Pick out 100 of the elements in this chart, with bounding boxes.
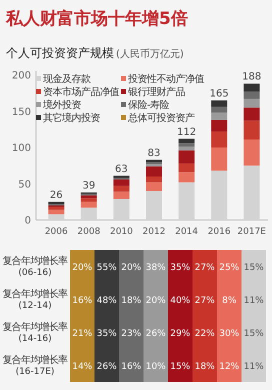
bar bbox=[80, 195, 97, 198]
data-label: 11% bbox=[244, 296, 264, 306]
bar bbox=[244, 98, 260, 108]
legend-label: 保险-寿险 bbox=[128, 99, 170, 111]
y-tick-label: 复合年均增长率 (14-16) bbox=[2, 321, 68, 344]
data-label: 15% bbox=[244, 263, 264, 273]
bar bbox=[113, 186, 130, 192]
bar bbox=[244, 84, 260, 92]
bar bbox=[244, 120, 260, 140]
bar bbox=[244, 166, 260, 220]
bar bbox=[211, 112, 228, 120]
data-label: 21% bbox=[72, 329, 93, 339]
bar bbox=[113, 192, 130, 199]
data-label: 25% bbox=[219, 263, 240, 273]
bar bbox=[48, 206, 64, 210]
y-tick-label: 复合年均增长率 (12-14) bbox=[2, 288, 68, 311]
data-label: 35% bbox=[170, 263, 191, 273]
data-label: 11% bbox=[244, 362, 264, 372]
legend-label: 其它境内投资 bbox=[43, 112, 100, 124]
bar bbox=[80, 198, 97, 202]
bar bbox=[244, 108, 260, 121]
bar bbox=[48, 214, 64, 220]
total-label: 39 bbox=[82, 180, 96, 192]
bar bbox=[113, 179, 130, 186]
data-label: 14% bbox=[72, 362, 93, 372]
data-label: 8% bbox=[222, 296, 237, 306]
data-label: 15% bbox=[244, 329, 264, 339]
bar bbox=[178, 146, 195, 150]
x-tick-label: 2006 bbox=[44, 227, 68, 237]
bar bbox=[178, 182, 195, 220]
data-label: 23% bbox=[121, 329, 142, 339]
data-label: 16% bbox=[121, 362, 142, 372]
y-tick-label: 100 bbox=[12, 143, 31, 154]
bar bbox=[146, 191, 162, 220]
data-label: 10% bbox=[146, 362, 166, 372]
bar bbox=[211, 170, 228, 220]
bar bbox=[211, 148, 228, 171]
legend-label: 总体可投资资产 bbox=[127, 112, 195, 124]
bar bbox=[211, 106, 228, 113]
bar bbox=[146, 176, 162, 182]
data-label: 20% bbox=[146, 296, 166, 306]
data-label: 30% bbox=[219, 329, 240, 339]
x-tick-label: 2017E bbox=[237, 227, 266, 237]
bar bbox=[211, 120, 228, 132]
legend-label: 境外投资 bbox=[42, 99, 82, 111]
y-tick-label: 0 bbox=[24, 216, 31, 226]
y-tick-label: 50 bbox=[18, 179, 31, 190]
bar bbox=[211, 100, 228, 107]
data-label: 26% bbox=[146, 329, 166, 339]
legend-label: 投资性不动产净值 bbox=[127, 73, 204, 85]
data-label: 12% bbox=[219, 362, 240, 372]
data-label: 20% bbox=[72, 263, 93, 273]
y-tick-label: 150 bbox=[12, 106, 31, 118]
bar bbox=[178, 150, 195, 164]
legend-label: 现金及存款 bbox=[43, 73, 91, 85]
total-label: 63 bbox=[115, 164, 128, 175]
bar bbox=[80, 208, 97, 220]
data-label: 26% bbox=[96, 362, 118, 372]
data-label: 48% bbox=[96, 296, 118, 306]
data-label: 27% bbox=[194, 263, 216, 273]
y-axis-title: (人民币万亿元) bbox=[116, 48, 184, 60]
total-label: 112 bbox=[177, 126, 196, 138]
bar bbox=[113, 198, 130, 220]
bar bbox=[178, 143, 195, 147]
total-label: 83 bbox=[148, 148, 160, 159]
legend-label: 银行理财产品 bbox=[127, 86, 186, 98]
y-tick-label: 200 bbox=[12, 70, 31, 82]
x-tick-label: 2008 bbox=[77, 227, 101, 237]
bar bbox=[48, 210, 64, 214]
data-label: 27% bbox=[194, 296, 216, 306]
data-label: 20% bbox=[121, 263, 142, 273]
data-label: 38% bbox=[146, 263, 166, 273]
data-label: 55% bbox=[96, 263, 118, 273]
x-tick-label: 2010 bbox=[110, 227, 134, 237]
bar bbox=[178, 138, 195, 144]
chart-title: 私人财富市场十年增5倍 bbox=[5, 9, 188, 29]
y-tick-label: 复合年均增长率 (06-16) bbox=[2, 255, 68, 278]
bar bbox=[244, 140, 260, 166]
data-label: 22% bbox=[194, 329, 216, 339]
data-label: 40% bbox=[170, 296, 191, 306]
data-label: 35% bbox=[96, 329, 118, 339]
data-label: 18% bbox=[121, 296, 142, 306]
total-label: 165 bbox=[210, 88, 229, 100]
x-tick-label: 2012 bbox=[142, 227, 166, 237]
bar bbox=[178, 163, 195, 172]
data-label: 15% bbox=[170, 362, 191, 372]
data-label: 29% bbox=[170, 329, 191, 339]
data-label: 16% bbox=[72, 296, 93, 306]
y-tick-label: 复合年均增长率 (16-17E) bbox=[2, 354, 68, 377]
x-tick-label: 2014 bbox=[175, 227, 198, 237]
x-tick-label: 2016 bbox=[208, 227, 231, 237]
bar bbox=[211, 132, 228, 148]
chart-subtitle: 个人可投资资产规模 bbox=[6, 46, 114, 60]
total-label: 188 bbox=[242, 72, 262, 83]
bar bbox=[244, 92, 260, 99]
bar bbox=[146, 166, 162, 176]
legend-label: 资本市场产品净值 bbox=[43, 86, 120, 98]
bar bbox=[80, 202, 97, 208]
total-label: 26 bbox=[50, 190, 63, 201]
bar bbox=[48, 202, 64, 204]
